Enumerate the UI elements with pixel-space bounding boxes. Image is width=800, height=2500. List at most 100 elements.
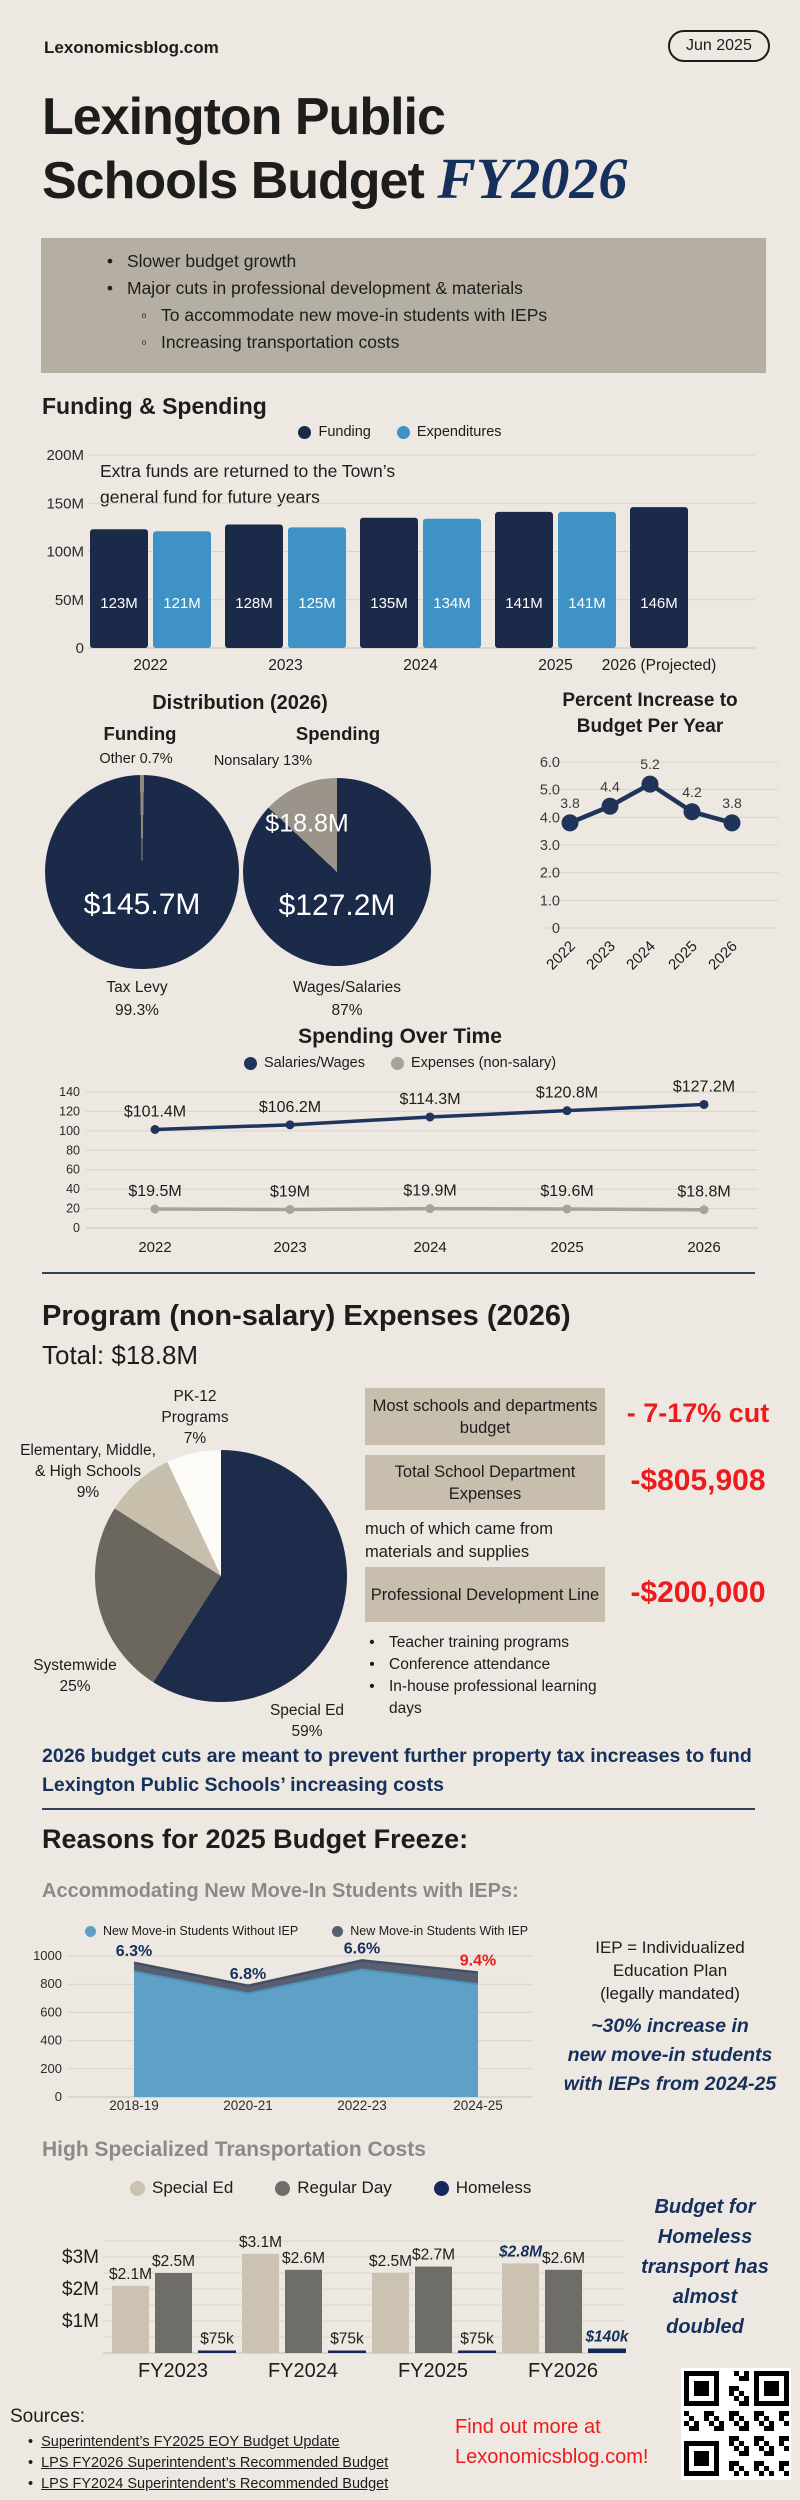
summary-bullet: • Major cuts in professional development …	[103, 275, 766, 302]
pct-increase-heading: Percent Increase to Budget Per Year	[562, 690, 738, 737]
source-link-fy2024-budget[interactable]: LPS FY2024 Superintendent’s Recommended …	[41, 2476, 389, 2492]
svg-text:2024: 2024	[413, 1239, 446, 1256]
svg-text:$2.5M: $2.5M	[369, 2253, 412, 2270]
legend-item-salaries: Salaries/Wages	[243, 1055, 365, 1071]
expenditures-legend-dot-icon	[396, 425, 410, 439]
svg-text:2022: 2022	[138, 1239, 171, 1256]
svg-text:$2.6M: $2.6M	[542, 2250, 585, 2267]
date-badge: Jun 2025	[668, 30, 770, 62]
funding-pie-chart: $145.7M	[45, 775, 239, 969]
svg-text:2025: 2025	[550, 1239, 583, 1256]
svg-text:2024-25: 2024-25	[453, 2098, 503, 2113]
legend-item-funding: Funding	[298, 424, 371, 440]
summary-bullet: • Slower budget growth	[103, 248, 766, 275]
svg-text:60: 60	[66, 1163, 80, 1177]
summary-box: • Slower budget growth • Major cuts in pro…	[41, 238, 766, 373]
svg-text:$19M: $19M	[270, 1184, 310, 1201]
distribution-heading: Distribution (2026)	[152, 692, 328, 714]
qr-code	[681, 2368, 791, 2480]
svg-text:50M: 50M	[55, 592, 84, 609]
bullet-icon: •	[28, 2476, 34, 2492]
cut-value-dept-expenses: -$805,908	[630, 1464, 766, 1497]
svg-text:2022: 2022	[133, 657, 167, 674]
iep-highlight-note: ~30% increase in new move-in students wi…	[563, 2015, 777, 2095]
pie-label-special-ed: Special Ed 59%	[269, 1702, 345, 1740]
program-expenses-total: Total: $18.8M	[42, 1340, 199, 1370]
legend-item-expenditures: Expenditures	[396, 424, 502, 440]
funding-spending-legend: Funding Expenditures	[200, 424, 600, 440]
svg-text:2024: 2024	[403, 657, 438, 674]
svg-text:$19.6M: $19.6M	[540, 1183, 593, 1200]
funding-legend-dot-icon	[298, 425, 312, 439]
svg-text:2022-23: 2022-23	[337, 2098, 387, 2113]
svg-text:3.8: 3.8	[722, 795, 742, 811]
svg-text:$2M: $2M	[62, 2279, 99, 2300]
transport-legend: Special Ed Regular Day Homeless	[130, 2178, 531, 2198]
svg-text:5.0: 5.0	[540, 783, 560, 799]
cta-line2: Lexonomicsblog.com!	[455, 2446, 649, 2468]
svg-text:FY2023: FY2023	[138, 2360, 208, 2382]
funding-spending-heading: Funding & Spending	[42, 393, 267, 419]
svg-text:9.4%: 9.4%	[460, 1952, 496, 1969]
svg-text:0: 0	[55, 2089, 62, 2104]
site-name: Lexonomicsblog.com	[44, 38, 219, 57]
bullet-icon: •	[106, 251, 114, 271]
source-link-fy2025-eoy[interactable]: Superintendent’s FY2025 EOY Budget Updat…	[41, 2434, 340, 2450]
svg-text:$2.1M: $2.1M	[109, 2266, 152, 2283]
circle-bullet-icon: ◦	[140, 332, 148, 352]
funding-pie-title: Funding	[103, 723, 177, 744]
svg-text:6.6%: 6.6%	[344, 1940, 380, 1957]
svg-text:$1M: $1M	[62, 2311, 99, 2332]
transport-highlight-note: Budget for Homeless transport has almost…	[641, 2196, 769, 2338]
summary-sub-bullet: ◦ To accommodate new move-in students wit…	[137, 302, 766, 329]
callout-most-schools: Most schools and departments budget	[365, 1388, 605, 1445]
funding-pie-taxlevy-label: Tax Levy 99.3%	[106, 979, 168, 1019]
svg-text:123M: 123M	[100, 595, 138, 612]
cta-line1: Find out more at	[455, 2416, 601, 2438]
salaries-legend-dot-icon	[243, 1056, 257, 1070]
bullet-icon: •	[28, 2455, 34, 2471]
svg-text:800: 800	[40, 1976, 62, 1991]
svg-text:3.0: 3.0	[540, 838, 560, 854]
svg-text:2024: 2024	[623, 938, 659, 974]
svg-text:4.0: 4.0	[540, 810, 560, 826]
transport-bar-chart: $1M$2M$3M$2.1M$2.5M$75kFY2023$3.1M$2.6M$…	[62, 2234, 630, 2382]
spending-over-time-legend: Salaries/Wages Expenses (non-salary)	[150, 1055, 650, 1071]
svg-text:134M: 134M	[433, 595, 471, 612]
svg-text:$127.2M: $127.2M	[673, 1078, 735, 1095]
pd-bullet: • Teacher training programs	[365, 1632, 615, 1654]
callout-dept-expenses: Total School Department Expenses	[365, 1455, 605, 1510]
svg-text:2020-21: 2020-21	[223, 2098, 273, 2113]
special-ed-legend-dot-icon	[130, 2180, 145, 2196]
legend-item-homeless: Homeless	[433, 2178, 531, 2198]
legend-item-with-iep: New Move-in Students With IEP	[332, 1924, 528, 1938]
spending-pie-title: Spending	[295, 723, 381, 744]
svg-text:$120.8M: $120.8M	[536, 1085, 598, 1102]
homeless-legend-dot-icon	[433, 2180, 449, 2196]
svg-text:100M: 100M	[46, 544, 84, 561]
svg-text:146M: 146M	[640, 595, 678, 612]
pie-label-elementary: Elementary, Middle, & High Schools 9%	[20, 1442, 156, 1501]
svg-text:2026 (Projected): 2026 (Projected)	[602, 657, 717, 674]
source-link-item: • LPS FY2026 Superintendent’s Recommended…	[28, 2453, 448, 2474]
svg-text:$106.2M: $106.2M	[259, 1099, 321, 1116]
svg-text:FY2024: FY2024	[268, 2360, 338, 2382]
pct-increase-chart: 0 1.0 2.0 3.0 4.0 5.0 6.0 3.8 2022 4.4 2023 5.2 2024…	[540, 755, 778, 974]
bullet-icon: •	[106, 278, 114, 298]
title-line2: Schools Budget FY2026	[42, 146, 628, 211]
svg-text:121M: 121M	[163, 595, 201, 612]
sources-heading: Sources:	[10, 2406, 85, 2427]
svg-text:1.0: 1.0	[540, 893, 560, 909]
svg-text:2018-19: 2018-19	[109, 2098, 159, 2113]
svg-text:400: 400	[40, 2033, 62, 2048]
svg-text:600: 600	[40, 2004, 62, 2019]
legend-item-special-ed: Special Ed	[130, 2178, 233, 2198]
iep-area-chart: 0 200 400 600 800 1000 6.3% 2018-19 6.8% 2020-21 6…	[33, 1940, 532, 2113]
svg-text:20: 20	[66, 1202, 80, 1216]
program-expenses-pie-chart	[95, 1450, 347, 1702]
svg-text:0: 0	[76, 640, 84, 657]
svg-text:$75k: $75k	[460, 2331, 494, 2348]
svg-text:200M: 200M	[46, 447, 84, 464]
source-link-fy2026-budget[interactable]: LPS FY2026 Superintendent’s Recommended …	[41, 2455, 389, 2471]
